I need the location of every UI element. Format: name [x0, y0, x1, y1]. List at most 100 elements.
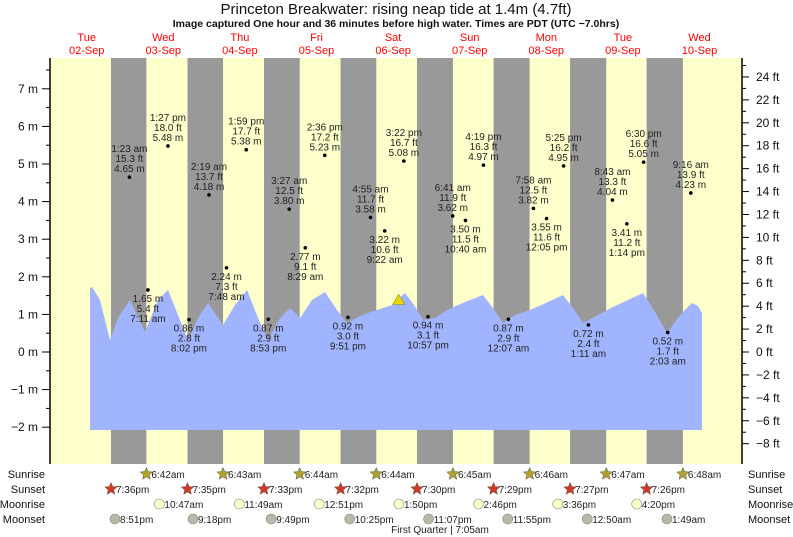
low-tide-label: 11.6 ft: [533, 233, 560, 244]
astro-row-label-right: Moonrise: [748, 499, 793, 511]
high-tide-point: [402, 159, 406, 163]
low-tide-label: 7:48 am: [208, 292, 244, 303]
astro-event-time: 6:48am: [688, 470, 721, 481]
low-tide-point: [544, 216, 549, 221]
moonset-circle-icon: [661, 513, 673, 525]
sunrise-star-icon: [369, 466, 384, 480]
low-tide-point: [187, 317, 191, 322]
low-tide-label: 2.8 ft: [178, 334, 200, 345]
sunset-star-icon: [104, 481, 118, 495]
low-tide-point: [266, 317, 271, 322]
sunrise-star-icon: [292, 466, 307, 480]
y-left-tick-label: 7 m: [18, 82, 38, 96]
high-tide-label: 3.62 m: [437, 203, 468, 214]
low-tide-label: 7.3 ft: [215, 282, 237, 293]
y-right-tick-label: 22 ft: [756, 93, 780, 107]
low-tide-label: 2.77 m: [290, 252, 321, 263]
high-tide-point: [531, 206, 536, 211]
y-right-tick-label: 16 ft: [756, 162, 780, 176]
day-date-label: 02-Sep: [69, 45, 104, 57]
y-left-tick-label: 5 m: [18, 157, 38, 171]
astro-event-time: 1:50pm: [404, 500, 437, 511]
y-right-tick-label: 12 ft: [756, 207, 780, 221]
y-right-tick-label: 6 ft: [756, 276, 773, 290]
high-tide-label: 4.23 m: [675, 180, 706, 191]
astro-event-time: 7:29pm: [499, 485, 532, 496]
astro-event-time: 10:47am: [164, 500, 203, 511]
day-date-label: 10-Sep: [682, 45, 717, 57]
astro-event-time: 11:49am: [244, 500, 282, 511]
moonset-circle-icon: [344, 513, 356, 525]
high-tide-point: [481, 163, 486, 167]
high-tide-label: 2:19 am: [191, 162, 227, 173]
low-tide-label: 2.4 ft: [577, 339, 599, 350]
low-tide-label: 2.9 ft: [497, 333, 519, 344]
low-tide-point: [346, 315, 350, 320]
high-tide-label: 4:55 am: [352, 184, 388, 195]
astro-event-time: 6:43am: [228, 470, 261, 481]
current-time-marker-icon: [392, 293, 406, 305]
high-tide-point: [368, 215, 373, 220]
high-tide-label: 16.3 ft: [470, 142, 498, 153]
high-tide-label: 5.48 m: [153, 133, 184, 144]
day-date-label: 08-Sep: [529, 45, 564, 57]
low-tide-point: [625, 221, 629, 226]
high-tide-label: 8:43 am: [594, 167, 630, 178]
astro-event-time: 6:44am: [381, 470, 414, 481]
astro-event-time: 9:49pm: [276, 515, 309, 526]
low-tide-label: 7:11 am: [130, 314, 165, 325]
y-right-tick-label: 8 ft: [756, 253, 773, 267]
low-tide-label: 8:53 pm: [250, 343, 286, 354]
low-tide-point: [665, 330, 670, 335]
low-tide-label: 1.65 m: [133, 294, 164, 305]
low-tide-label: 10:57 pm: [407, 341, 449, 352]
high-tide-label: 4.04 m: [597, 187, 628, 198]
astro-event-time: 7:36pm: [116, 485, 149, 496]
sunrise-star-icon: [676, 466, 690, 480]
astro-event-time: 7:27pm: [575, 485, 608, 496]
astro-event-time: 8:51pm: [120, 515, 153, 526]
sunset-star-icon: [563, 481, 577, 495]
astro-event-time: 4:20pm: [642, 500, 675, 511]
astro-event-time: 6:45am: [458, 470, 491, 481]
high-tide-label: 4.65 m: [114, 164, 145, 175]
low-tide-label: 2.24 m: [211, 272, 242, 283]
y-left-tick-label: 6 m: [18, 119, 38, 133]
high-tide-point: [127, 175, 132, 179]
high-tide-label: 5.38 m: [231, 137, 262, 148]
y-right-tick-label: 18 ft: [756, 139, 780, 153]
chart-subtitle: Image captured One hour and 36 minutes b…: [173, 18, 619, 30]
day-weekday-label: Wed: [152, 32, 174, 44]
day-date-label: 06-Sep: [375, 45, 410, 57]
astro-row-label-left: Moonrise: [0, 499, 45, 511]
y-left-tick-label: 3 m: [18, 232, 38, 246]
low-tide-point: [463, 218, 468, 223]
low-tide-label: 1:11 am: [571, 349, 606, 360]
low-tide-label: 8:02 pm: [171, 344, 207, 355]
y-right-tick-label: 10 ft: [756, 230, 780, 244]
y-left-tick-label: −2 m: [11, 420, 38, 434]
y-left-tick-label: 1 m: [18, 307, 38, 321]
sunset-star-icon: [486, 481, 501, 495]
astro-event-time: 2:46pm: [484, 500, 517, 511]
sunset-star-icon: [257, 481, 271, 495]
day-weekday-label: Thu: [230, 32, 249, 44]
high-tide-label: 5.08 m: [389, 148, 420, 159]
high-tide-label: 9:16 am: [673, 160, 709, 171]
astro-event-time: 7:33pm: [269, 485, 302, 496]
astro-event-time: 6:44am: [305, 470, 338, 481]
high-tide-label: 4.18 m: [194, 182, 225, 193]
astro-row-label-right: Sunset: [748, 484, 782, 496]
moonrise-circle-icon: [631, 498, 643, 510]
astro-row-label-left: Sunrise: [8, 469, 45, 481]
high-tide-label: 13.7 ft: [195, 172, 223, 183]
low-tide-label: 0.86 m: [174, 324, 205, 335]
low-tide-point: [382, 229, 387, 233]
sunset-star-icon: [333, 481, 348, 495]
day-weekday-label: Fri: [310, 32, 323, 44]
low-tide-point: [426, 314, 430, 319]
y-left-tick-label: 4 m: [18, 195, 38, 209]
water-level-area: [90, 287, 702, 430]
moonrise-circle-icon: [393, 498, 405, 510]
y-right-tick-label: −6 ft: [756, 414, 780, 428]
